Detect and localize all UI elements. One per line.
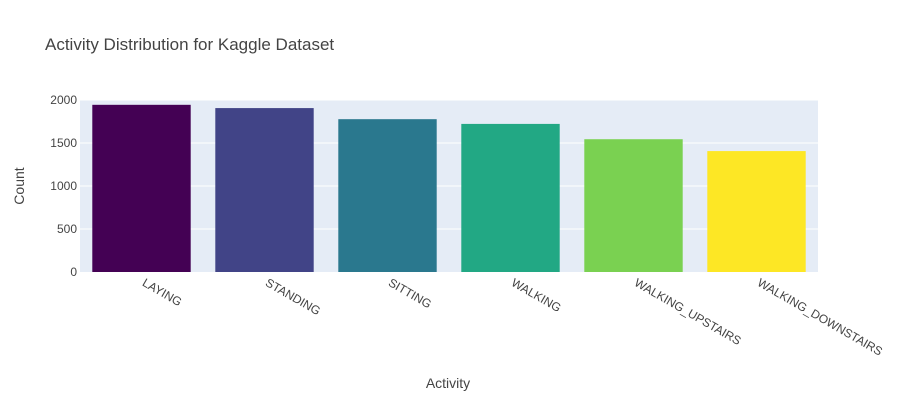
x-axis-ticks: LAYING STANDING SITTING WALKING WALKING_UPST… (140, 275, 885, 358)
bar-standing[interactable] (215, 108, 314, 272)
x-tick-label: STANDING (263, 275, 323, 318)
bar-walking-upstairs[interactable] (584, 139, 683, 272)
x-tick-label: WALKING_DOWNSTAIRS (755, 275, 885, 358)
x-tick-label: LAYING (140, 275, 184, 309)
x-tick-label: SITTING (386, 275, 434, 311)
chart-title: Activity Distribution for Kaggle Dataset (45, 35, 334, 54)
bar-walking-downstairs[interactable] (707, 151, 806, 272)
bar-laying[interactable] (92, 104, 191, 272)
y-tick-label: 2000 (50, 93, 77, 107)
x-tick-label: WALKING (509, 275, 564, 315)
bars (92, 104, 806, 273)
x-axis-title: Activity (426, 375, 470, 391)
bar-walking[interactable] (461, 123, 560, 273)
y-tick-label: 1500 (50, 136, 77, 150)
y-tick-label: 500 (57, 222, 77, 236)
gridlines (80, 99, 818, 230)
x-tick-label: WALKING_UPSTAIRS (632, 275, 744, 347)
y-axis-title: Count (11, 167, 27, 204)
y-tick-label: 0 (70, 265, 77, 279)
y-axis-ticks: 0 500 1000 1500 2000 (50, 93, 77, 279)
y-tick-label: 1000 (50, 179, 77, 193)
bar-sitting[interactable] (338, 119, 437, 272)
